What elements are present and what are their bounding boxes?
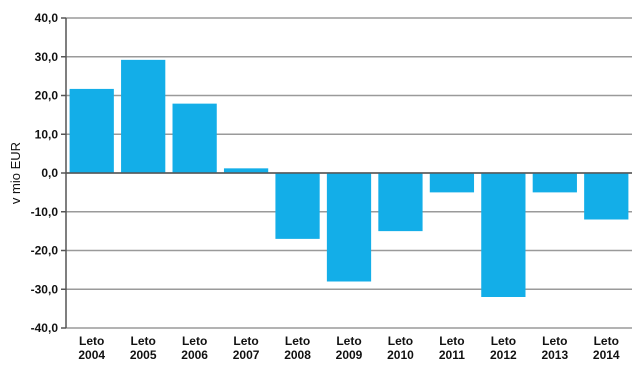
y-axis-label: v mio EUR — [8, 142, 23, 204]
y-tick-label: -10,0 — [31, 205, 59, 219]
x-tick-label: Leto 2013 — [541, 334, 568, 362]
y-tick-label: -30,0 — [31, 282, 59, 296]
x-tick-label: Leto 2005 — [130, 334, 157, 362]
y-tick-label: -40,0 — [31, 321, 59, 335]
y-tick-label: 10,0 — [35, 127, 59, 141]
x-tick-label: Leto 2008 — [284, 334, 311, 362]
bars — [69, 59, 629, 297]
y-tick-label: 0,0 — [41, 166, 58, 180]
x-tick-label: Leto 2006 — [181, 334, 208, 362]
x-tick-label: Leto 2004 — [78, 334, 105, 362]
bar — [69, 88, 114, 173]
bar — [326, 173, 372, 282]
x-tick-label: Leto 2010 — [387, 334, 414, 362]
bar — [481, 173, 526, 297]
bar — [378, 173, 423, 232]
bar — [223, 168, 269, 173]
bar — [121, 59, 166, 173]
y-tick-labels: -40,0 -30,0 -20,0 -10,0 0,0 10,0 20,0 30,0 40,0 — [31, 11, 66, 335]
y-tick-label: 40,0 — [35, 11, 59, 25]
bar — [275, 173, 320, 239]
bar — [172, 103, 217, 173]
bar — [532, 173, 577, 193]
y-tick-label: 30,0 — [35, 50, 59, 64]
y-tick-label: 20,0 — [35, 89, 59, 103]
bar — [429, 173, 475, 193]
x-tick-label: Leto 2009 — [336, 334, 363, 362]
y-tick-label: -20,0 — [31, 244, 59, 258]
x-tick-label: Leto 2011 — [439, 334, 465, 362]
x-tick-labels: Leto 2004 Leto 2005 Leto 2006 Leto 2007 Leto 2008… — [78, 334, 620, 362]
x-tick-label: Leto 2007 — [233, 334, 260, 362]
x-tick-label: Leto 2014 — [593, 334, 620, 362]
x-tick-label: Leto 2012 — [490, 334, 517, 362]
bar — [584, 173, 629, 220]
